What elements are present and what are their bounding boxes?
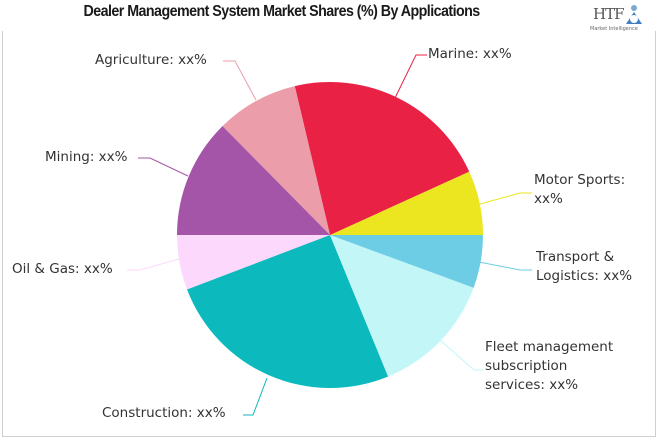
leader-mining — [138, 157, 189, 177]
logo-subtext: Market Intelligence — [590, 26, 638, 32]
label-agriculture: Agriculture: xx% — [95, 52, 207, 68]
label-transport-line2: Logistics: xx% — [536, 268, 633, 284]
label-oil-gas: Oil & Gas: xx% — [12, 261, 113, 277]
pie-slice-construction — [187, 235, 389, 389]
leader-construction — [243, 377, 268, 416]
label-fleet-line3: services: xx% — [485, 377, 579, 393]
label-transport-line1: Transport & — [536, 249, 615, 265]
pie-slice-fleet-management-subscription-services — [330, 235, 474, 377]
label-marine: Marine: xx% — [428, 46, 512, 62]
leader-lines — [127, 54, 532, 416]
leader-motor-sports — [479, 192, 532, 205]
pie-slices — [177, 82, 484, 389]
chart-frame — [2, 31, 656, 437]
label-transport-logistics: Transport & Logistics: xx% — [536, 248, 632, 286]
leader-marine — [394, 54, 427, 99]
label-fleet-line1: Fleet management — [485, 339, 614, 355]
leader-oil-gas — [127, 258, 180, 271]
pie-slice-agriculture — [222, 86, 330, 236]
logo-figure-icon — [626, 5, 642, 24]
pie-slice-motor-sports — [330, 171, 483, 235]
label-fleet-line2: subscription — [485, 358, 568, 374]
logo-text: HTF — [593, 5, 624, 23]
pie-slice-transport-logistics — [330, 235, 484, 288]
label-construction: Construction: xx% — [102, 405, 226, 421]
leader-fleet — [439, 339, 483, 371]
htf-logo: HTF Market Intelligence — [590, 2, 650, 36]
leader-transport — [478, 261, 532, 271]
pie-slice-oil-gas — [177, 235, 330, 290]
label-fleet-management: Fleet management subscription services: … — [485, 338, 613, 395]
label-motor-sports-line1: Motor Sports: — [534, 172, 626, 188]
label-motor-sports-line2: xx% — [534, 191, 563, 207]
label-motor-sports: Motor Sports: xx% — [534, 171, 625, 209]
label-mining: Mining: xx% — [45, 149, 128, 165]
pie-slice-marine — [294, 82, 470, 235]
chart-title: Dealer Management System Market Shares (… — [83, 3, 480, 20]
leader-agriculture — [223, 60, 257, 101]
pie-slice-mining — [177, 126, 330, 235]
